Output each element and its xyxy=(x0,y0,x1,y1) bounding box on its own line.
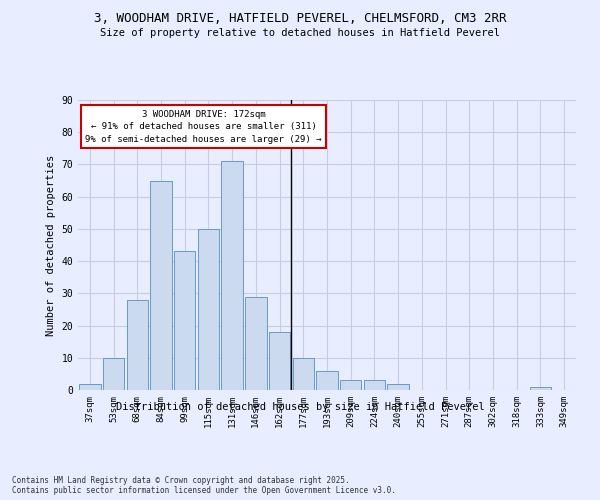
Bar xyxy=(269,332,290,390)
Text: Distribution of detached houses by size in Hatfield Peverel: Distribution of detached houses by size … xyxy=(116,402,484,412)
Bar xyxy=(198,229,219,390)
Text: Contains HM Land Registry data © Crown copyright and database right 2025.
Contai: Contains HM Land Registry data © Crown c… xyxy=(12,476,396,495)
Bar xyxy=(103,358,124,390)
Text: Size of property relative to detached houses in Hatfield Peverel: Size of property relative to detached ho… xyxy=(100,28,500,38)
Bar xyxy=(174,252,196,390)
Bar xyxy=(79,384,101,390)
Text: 3, WOODHAM DRIVE, HATFIELD PEVEREL, CHELMSFORD, CM3 2RR: 3, WOODHAM DRIVE, HATFIELD PEVEREL, CHEL… xyxy=(94,12,506,26)
Bar xyxy=(151,180,172,390)
Bar xyxy=(388,384,409,390)
Bar xyxy=(530,387,551,390)
Bar xyxy=(316,370,338,390)
Bar xyxy=(340,380,361,390)
Y-axis label: Number of detached properties: Number of detached properties xyxy=(46,154,56,336)
Bar xyxy=(293,358,314,390)
Bar xyxy=(364,380,385,390)
Text: 3 WOODHAM DRIVE: 172sqm
← 91% of detached houses are smaller (311)
9% of semi-de: 3 WOODHAM DRIVE: 172sqm ← 91% of detache… xyxy=(85,110,322,144)
Bar xyxy=(127,300,148,390)
Bar xyxy=(221,161,243,390)
Bar xyxy=(245,296,266,390)
